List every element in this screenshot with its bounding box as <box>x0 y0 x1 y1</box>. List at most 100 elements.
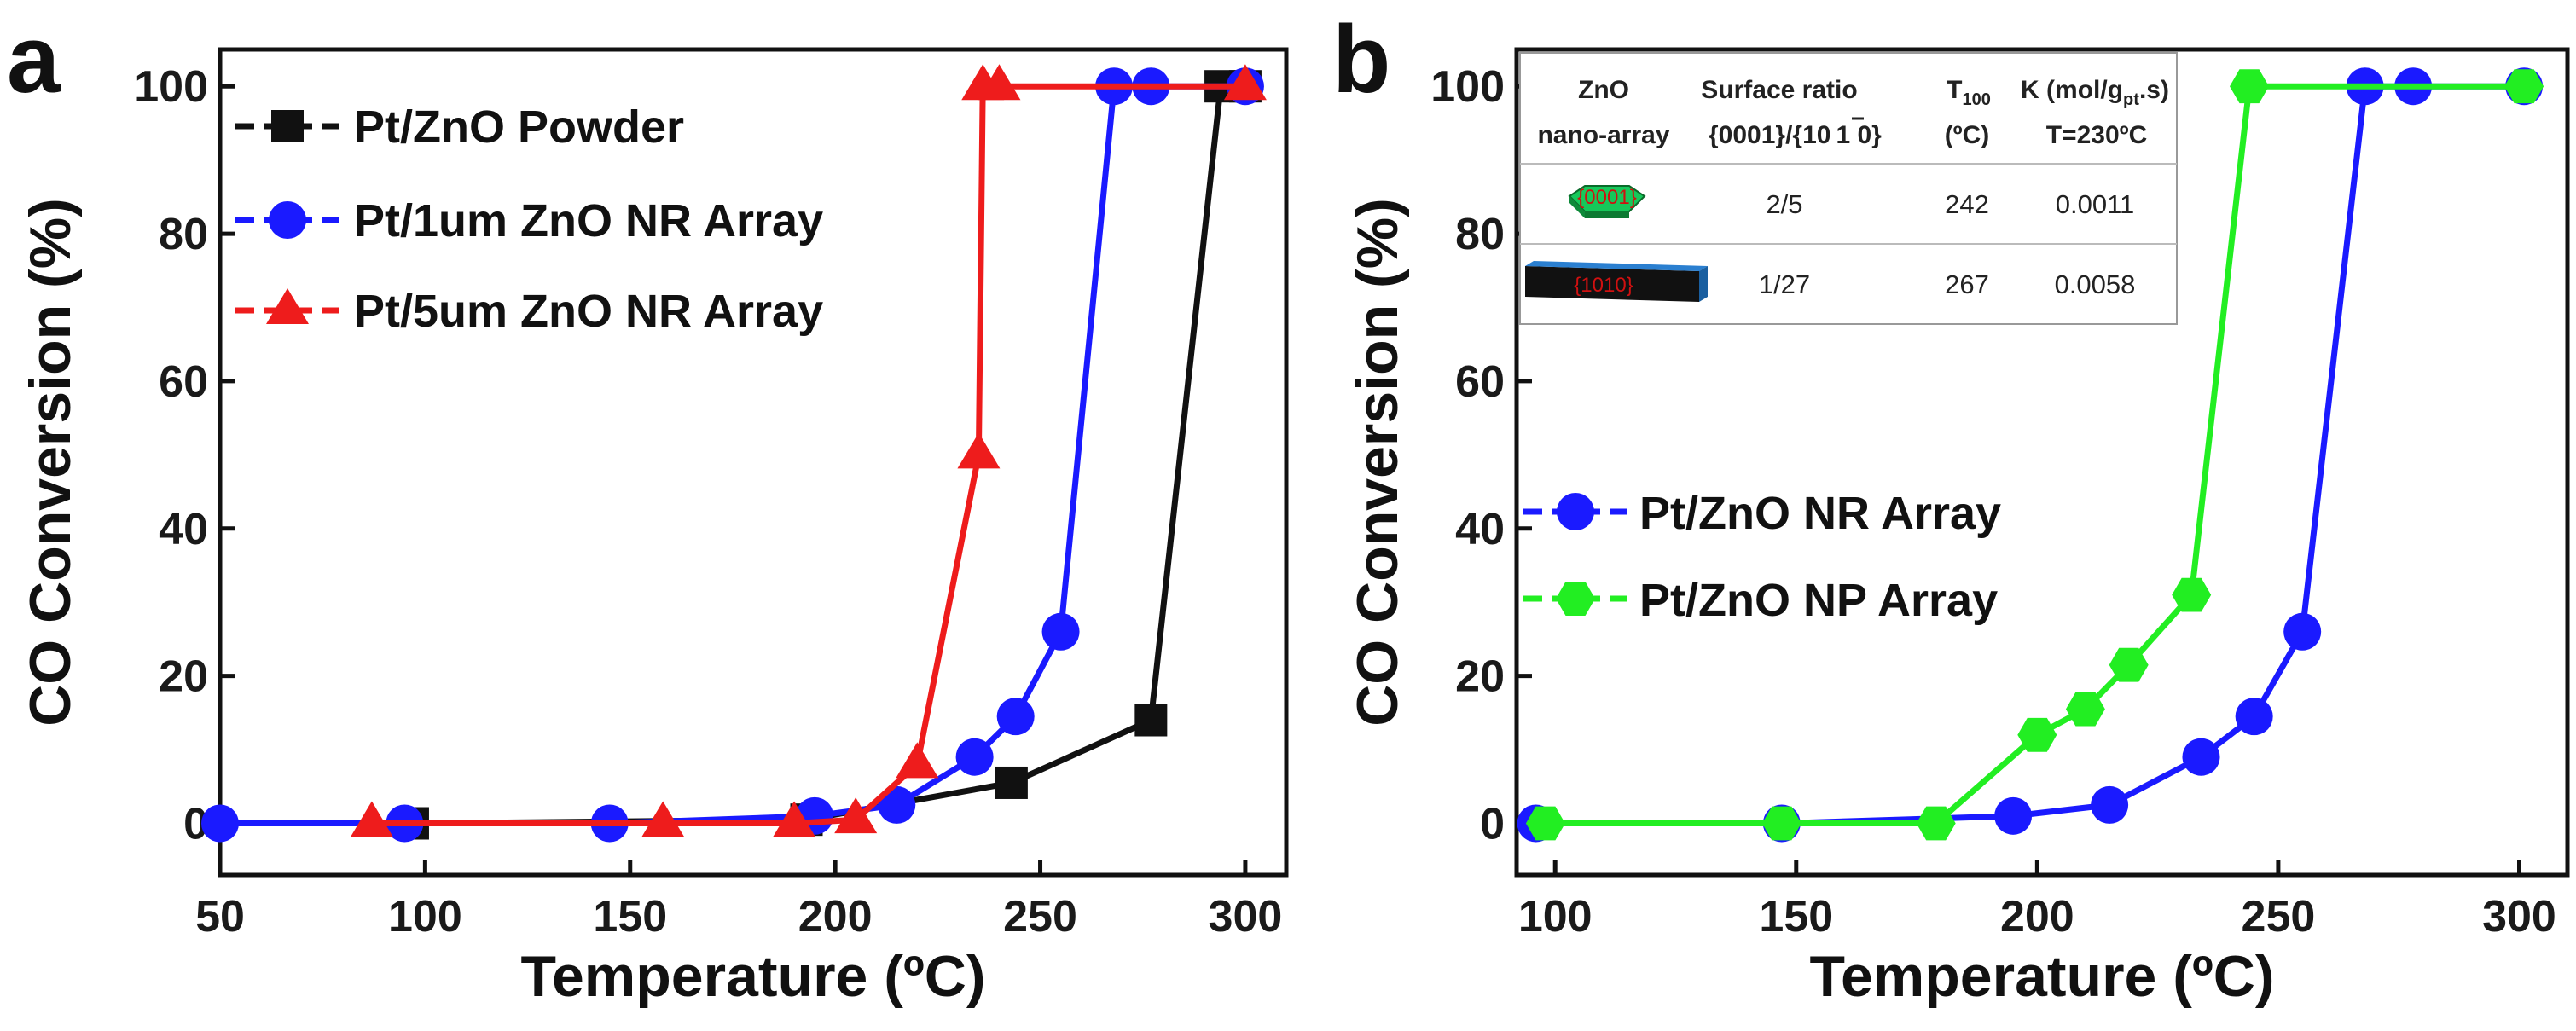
y-tick-label: 40 <box>159 505 208 554</box>
legend-label-1um: Pt/1um ZnO NR Array <box>354 195 823 246</box>
data-point-triangle <box>896 742 939 779</box>
data-point-hexagon <box>1525 806 1565 841</box>
data-point-triangle <box>350 801 393 837</box>
legend-marker-hexagon <box>1556 582 1595 616</box>
panel-b-ylabel: CO Conversion (%) <box>1345 198 1410 727</box>
y-tick-label: 20 <box>1455 652 1505 702</box>
data-point-square <box>995 766 1028 799</box>
header-nano-array: nano-array <box>1537 121 1669 149</box>
panel-a-frame <box>218 47 1289 878</box>
panel-b-series <box>1517 67 2544 843</box>
legend-label-powder: Pt/ZnO Powder <box>354 101 684 153</box>
legend-label-5um: Pt/5um ZnO NR Array <box>354 286 823 337</box>
legend-label-nr: Pt/ZnO NR Array <box>1639 488 2001 539</box>
panel-a-ylabel: CO Conversion (%) <box>18 198 83 727</box>
data-point-hexagon <box>2172 577 2212 612</box>
header-zno: ZnO <box>1578 76 1629 104</box>
header-k-temp: T=230ºC <box>2046 121 2148 149</box>
data-point-square <box>1134 704 1168 737</box>
header-ratio-formula: {0001}/{10 1 0} <box>1709 121 1882 149</box>
panel-a-series <box>201 64 1267 843</box>
header-t100-unit: (ºC) <box>1945 121 1990 149</box>
data-point-circle <box>2283 612 2322 651</box>
row2-ratio: 1/27 <box>1759 269 1810 299</box>
row2-k: 0.0058 <box>2055 269 2136 299</box>
data-point-circle <box>201 804 239 843</box>
x-tick-label: 200 <box>798 892 873 941</box>
header-ratio-part1: {0001}/{10 <box>1709 121 1830 149</box>
x-tick-label: 100 <box>388 892 462 941</box>
np-plate-image: {0001} <box>1568 185 1646 218</box>
legend-marker-circle <box>1557 493 1594 530</box>
legend-label-np: Pt/ZnO NP Array <box>1639 575 1998 626</box>
data-point-triangle <box>834 797 878 834</box>
header-t100: T100 <box>1947 76 1991 109</box>
data-point-hexagon <box>2230 69 2269 104</box>
data-point-triangle <box>957 432 1001 469</box>
data-point-circle <box>878 785 916 824</box>
legend-marker-triangle <box>266 288 309 324</box>
row1-k: 0.0011 <box>2056 189 2135 219</box>
x-tick-label: 250 <box>2242 892 2316 941</box>
header-surface-ratio: Surface ratio <box>1701 76 1857 104</box>
data-point-circle <box>1994 796 2033 835</box>
data-point-hexagon <box>1761 806 1801 841</box>
row2-t100: 267 <box>1945 269 1989 299</box>
data-point-triangle <box>641 801 685 837</box>
data-point-circle <box>1041 612 1080 651</box>
y-tick-label: 80 <box>159 210 208 259</box>
data-point-circle <box>2182 738 2220 776</box>
data-point-circle <box>2235 698 2273 736</box>
facet-label-0001: {0001} <box>1577 186 1636 209</box>
panel-b-ticks: 100 150 200 250 300 0 20 40 60 80 100 <box>1430 62 2556 941</box>
inset-table: ZnO nano-array Surface ratio {0001}/{10 1… <box>1519 52 2178 325</box>
panel-a-label: a <box>7 6 61 113</box>
nr-rod-image: {1010} <box>1525 261 1708 302</box>
x-tick-label: 150 <box>1759 892 1833 941</box>
x-tick-label: 100 <box>1518 892 1593 941</box>
data-point-hexagon <box>2504 69 2544 104</box>
panel-b: b 100 150 200 250 300 0 20 40 60 80 100 Temperatur… <box>1332 6 2570 1009</box>
data-point-hexagon <box>2065 692 2105 727</box>
panel-b-frame <box>1514 47 2570 878</box>
y-tick-label: 0 <box>1480 800 1505 849</box>
y-tick-label: 80 <box>1455 210 1505 259</box>
y-tick-label: 100 <box>1430 62 1505 112</box>
data-point-circle <box>996 698 1035 736</box>
panel-a-xlabel: Temperature (ºC) <box>521 944 986 1009</box>
legend-marker-square <box>271 110 304 142</box>
data-point-triangle <box>773 801 816 837</box>
row1-ratio: 2/5 <box>1766 189 1802 219</box>
y-tick-label: 40 <box>1455 505 1505 554</box>
y-tick-label: 20 <box>159 652 208 702</box>
data-point-circle <box>2091 785 2129 824</box>
legend-marker-circle <box>269 201 306 239</box>
panel-b-xlabel: Temperature (ºC) <box>1810 944 2275 1009</box>
data-point-hexagon <box>2017 717 2057 752</box>
panel-a-legend: Pt/ZnO Powder Pt/1um ZnO NR Array Pt/5um… <box>235 101 823 337</box>
x-tick-label: 300 <box>1209 892 1283 941</box>
data-point-triangle <box>1223 64 1267 101</box>
data-point-hexagon <box>1916 806 1956 841</box>
y-tick-label: 100 <box>134 62 208 112</box>
header-k: K (mol/gpt.s) <box>2021 76 2169 109</box>
x-tick-label: 50 <box>195 892 245 941</box>
data-point-circle <box>955 738 994 776</box>
x-tick-label: 250 <box>1003 892 1077 941</box>
y-tick-label: 60 <box>1455 357 1505 407</box>
y-tick-label: 60 <box>159 357 208 407</box>
data-point-hexagon <box>2109 647 2149 682</box>
x-tick-label: 200 <box>2000 892 2074 941</box>
panel-b-legend: Pt/ZnO NR Array Pt/ZnO NP Array <box>1523 488 2001 626</box>
row1-t100: 242 <box>1945 189 1989 219</box>
x-tick-label: 150 <box>593 892 667 941</box>
facet-label-1010: {1010} <box>1574 274 1633 297</box>
panel-b-label: b <box>1332 6 1390 113</box>
data-point-triangle <box>978 64 1021 101</box>
header-ratio-overline: 1 <box>1836 121 1850 149</box>
header-ratio-part2: 0} <box>1850 121 1882 149</box>
x-tick-label: 300 <box>2482 892 2556 941</box>
